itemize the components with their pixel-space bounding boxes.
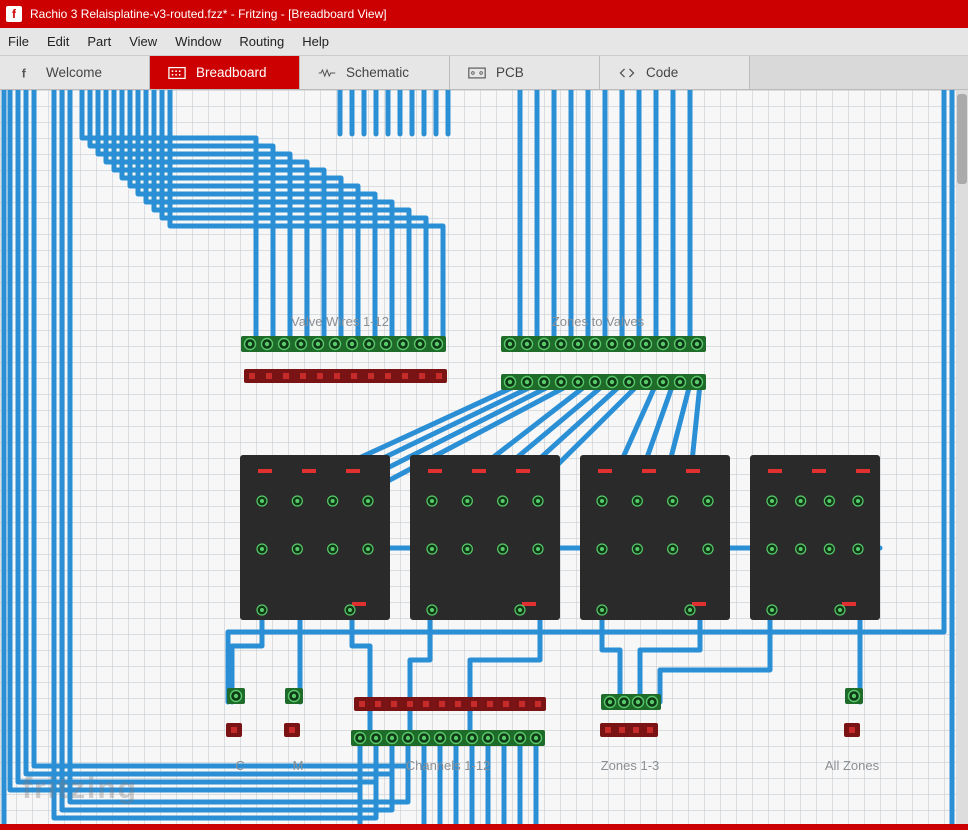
wire[interactable]	[54, 90, 376, 818]
relay-relay2[interactable]	[410, 455, 560, 620]
relay-relay1[interactable]	[240, 455, 390, 620]
header-hdr-m[interactable]	[285, 688, 303, 704]
app-logo-icon: f	[6, 6, 22, 22]
label-channels: Channels 1-12	[406, 758, 491, 773]
label-zones-valves: Zones to Valves	[552, 314, 645, 329]
label-allzones: All Zones	[825, 758, 880, 773]
header-hdr-bot-z13[interactable]	[601, 694, 661, 710]
pcb-icon	[468, 66, 486, 80]
header-hdr-top-right[interactable]	[501, 336, 706, 352]
menu-window[interactable]: Window	[175, 34, 221, 49]
header-rhdr-top-left[interactable]	[244, 369, 447, 383]
menu-view[interactable]: View	[129, 34, 157, 49]
menu-routing[interactable]: Routing	[239, 34, 284, 49]
tab-welcome-label: Welcome	[46, 65, 102, 80]
window-title: Rachio 3 Relaisplatine-v3-routed.fzz* - …	[30, 7, 387, 21]
wire[interactable]	[34, 90, 408, 766]
header-rhdr-bot-mid[interactable]	[354, 697, 546, 711]
menu-help[interactable]: Help	[302, 34, 329, 49]
circuit-svg: Valve Wires 1-12 Zones to Valves Channels …	[0, 90, 956, 824]
relay-relay4[interactable]	[750, 455, 880, 620]
label-zones13: Zones 1-3	[601, 758, 660, 773]
header-hdr-allz[interactable]	[845, 688, 863, 704]
tab-schematic-label: Schematic	[346, 65, 409, 80]
wire[interactable]	[640, 612, 700, 702]
wire[interactable]	[660, 612, 770, 702]
header-hdr-top-left[interactable]	[241, 336, 446, 352]
label-m: M	[293, 758, 304, 773]
view-tabbar: f Welcome Breadboard Schematic PCB Code	[0, 56, 968, 90]
welcome-icon: f	[18, 66, 36, 80]
tab-code[interactable]: Code	[600, 56, 750, 89]
header-rhdr-m[interactable]	[284, 723, 300, 737]
svg-text:f: f	[22, 66, 27, 80]
breadboard-icon	[168, 66, 186, 80]
header-hdr-c[interactable]	[227, 688, 245, 704]
canvas-area[interactable]: Valve Wires 1-12 Zones to Valves Channels …	[0, 90, 968, 824]
tab-code-label: Code	[646, 65, 678, 80]
parts-layer	[226, 336, 880, 746]
tab-breadboard-label: Breadboard	[196, 65, 267, 80]
tab-welcome[interactable]: f Welcome	[0, 56, 150, 89]
menu-file[interactable]: File	[8, 34, 29, 49]
menu-part[interactable]: Part	[87, 34, 111, 49]
wire[interactable]	[602, 612, 620, 702]
header-hdr-top-right2[interactable]	[501, 374, 706, 390]
relay-relay3[interactable]	[580, 455, 730, 620]
tab-pcb[interactable]: PCB	[450, 56, 600, 89]
header-rhdr-z13[interactable]	[600, 723, 658, 737]
status-strip	[0, 824, 968, 830]
code-icon	[618, 66, 636, 80]
menu-edit[interactable]: Edit	[47, 34, 69, 49]
header-rhdr-c[interactable]	[226, 723, 242, 737]
header-rhdr-allz[interactable]	[844, 723, 860, 737]
tab-schematic[interactable]: Schematic	[300, 56, 450, 89]
vertical-scrollbar[interactable]	[956, 90, 968, 824]
label-valve-wires: Valve Wires 1-12	[291, 314, 389, 329]
titlebar: f Rachio 3 Relaisplatine-v3-routed.fzz* …	[0, 0, 968, 28]
schematic-icon	[318, 66, 336, 80]
menubar: File Edit Part View Window Routing Help	[0, 28, 968, 56]
label-c: C	[235, 758, 244, 773]
tab-breadboard[interactable]: Breadboard	[150, 56, 300, 89]
scrollbar-thumb[interactable]	[957, 94, 967, 184]
header-hdr-bot-mid[interactable]	[351, 730, 545, 746]
tab-pcb-label: PCB	[496, 65, 524, 80]
